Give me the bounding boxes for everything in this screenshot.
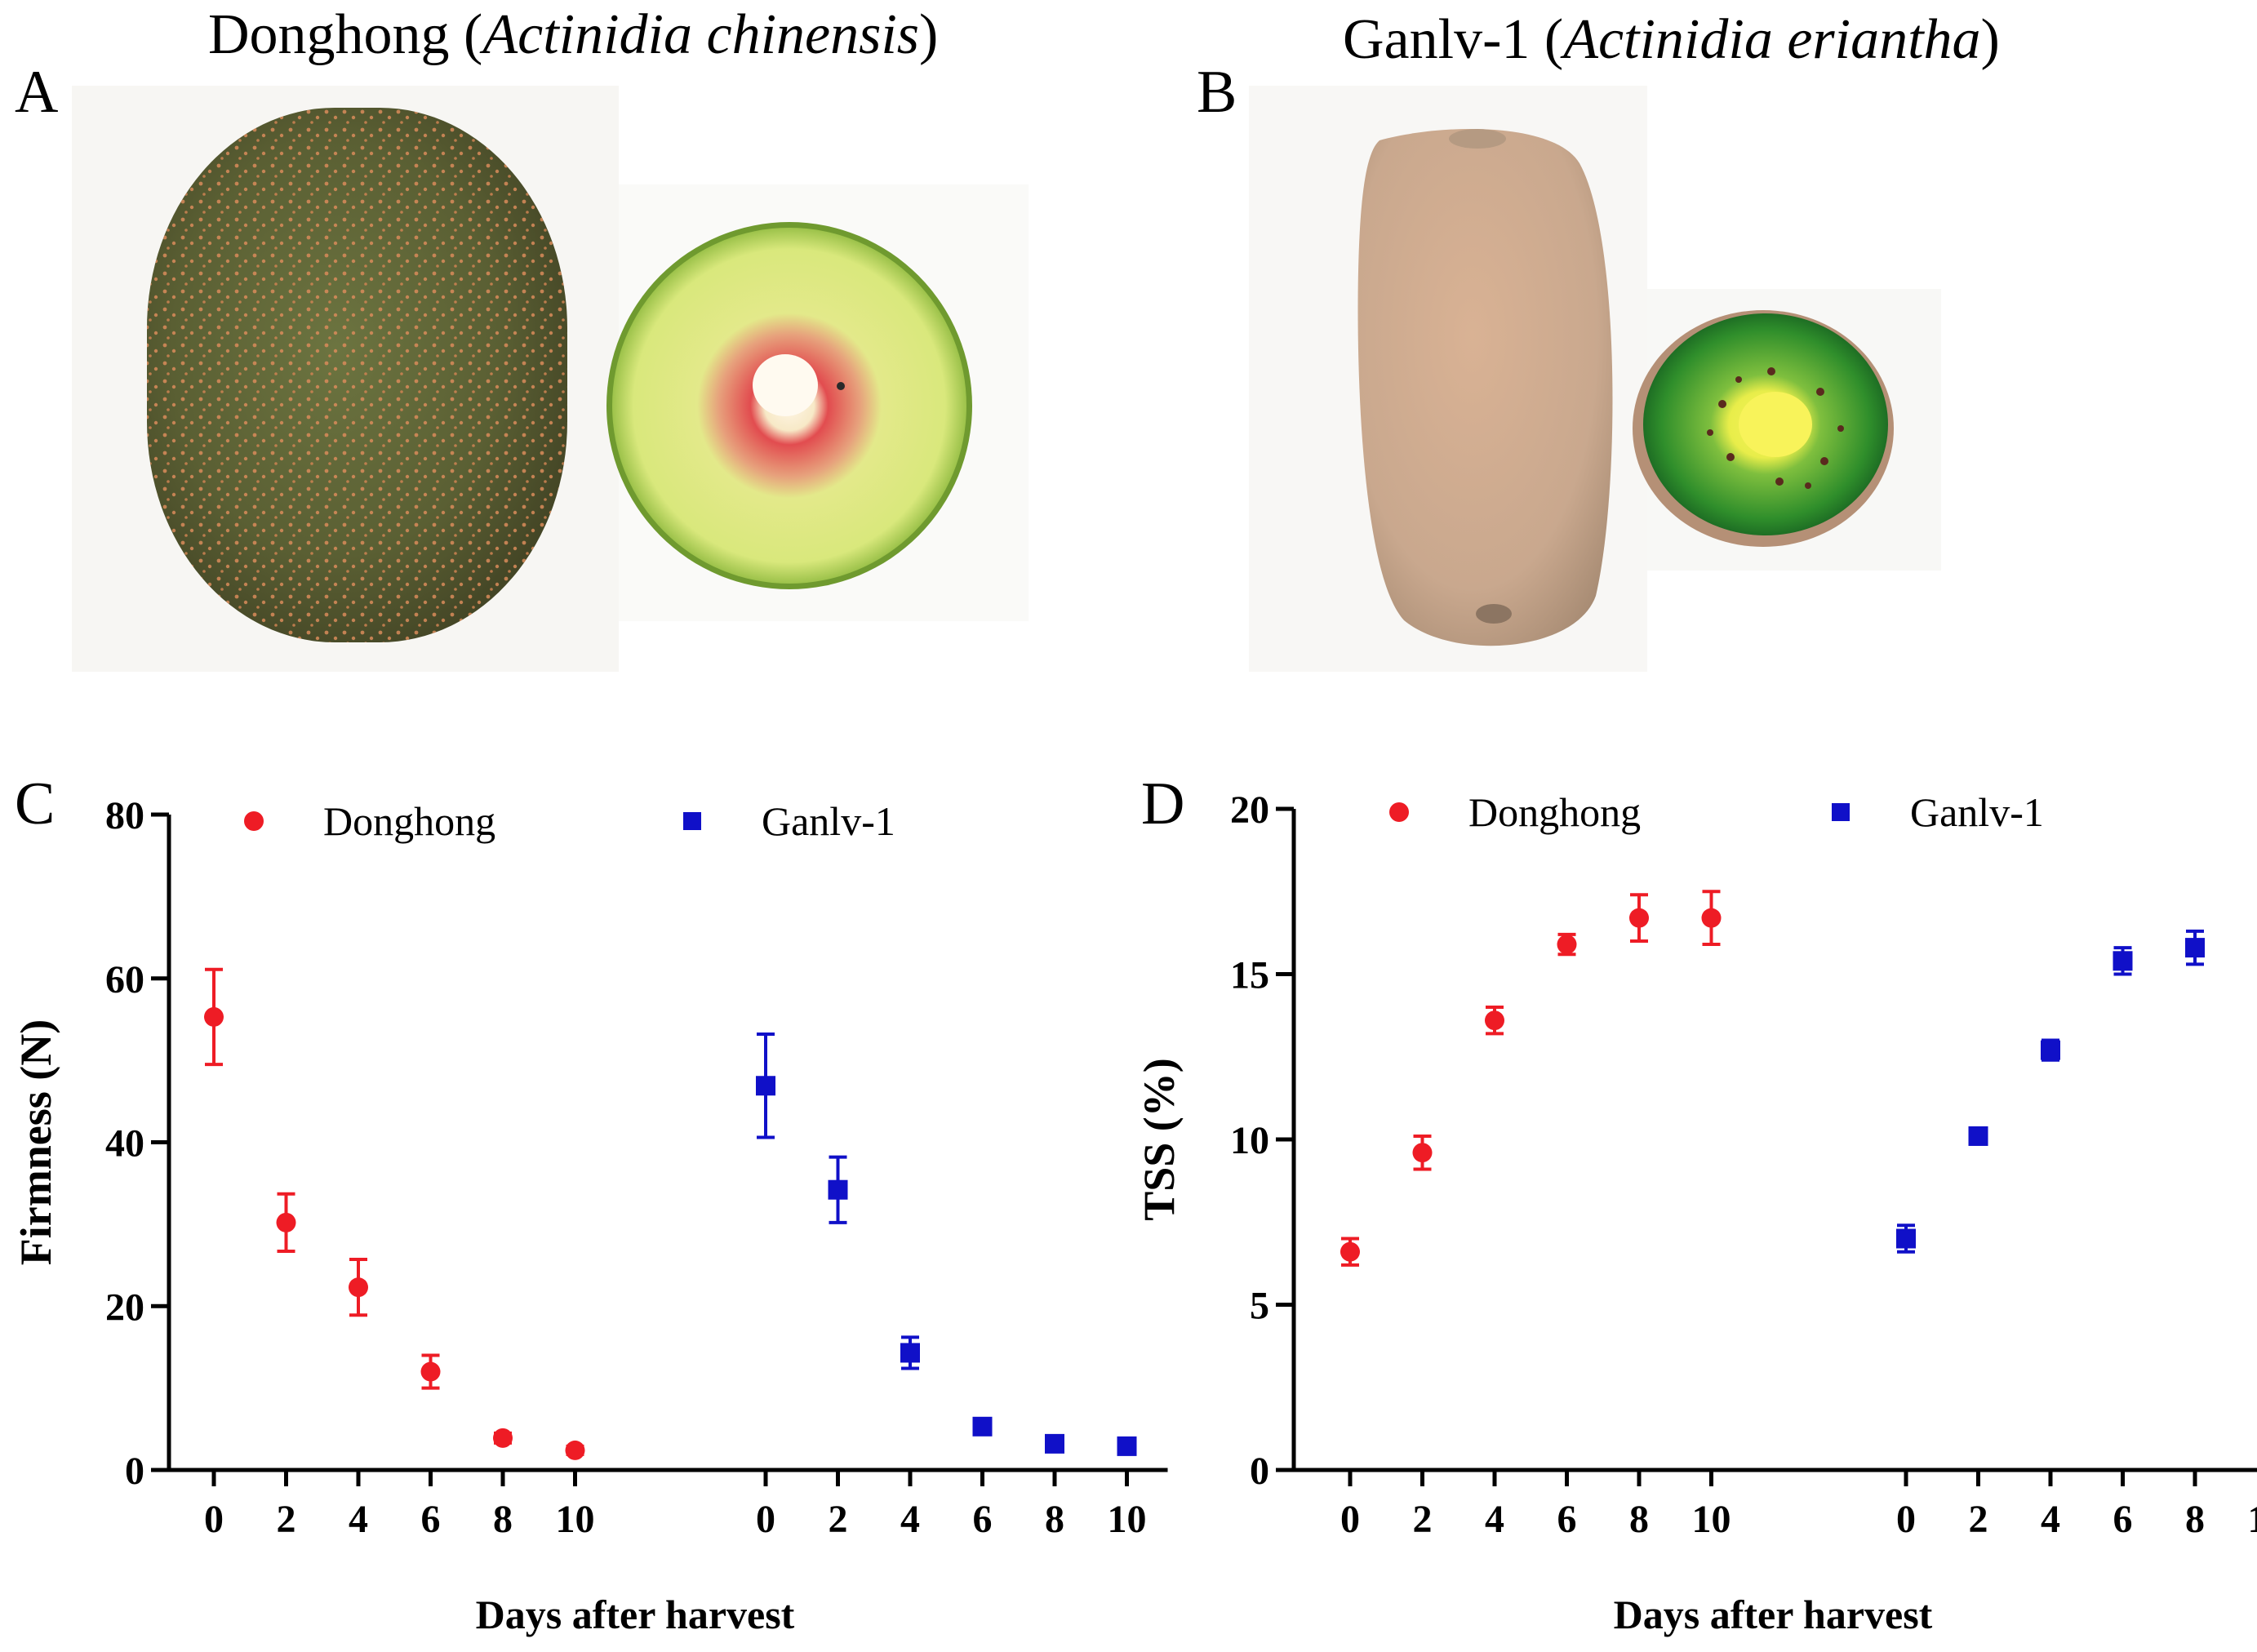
- data-point-ganlv-1: [900, 1343, 920, 1363]
- x-tick-label: 8: [2185, 1498, 2205, 1541]
- data-point-ganlv-1: [828, 1179, 848, 1200]
- data-point-donghong: [204, 1006, 224, 1027]
- y-tick-label: 80: [105, 794, 144, 837]
- photo-title-name: Ganlv-1 (: [1343, 8, 1564, 71]
- legend-label: Ganlv-1: [762, 798, 895, 844]
- data-point-ganlv-1: [756, 1076, 775, 1096]
- y-axis-label: Firmness (N): [11, 1019, 60, 1265]
- y-tick-label: 15: [1230, 954, 1269, 997]
- data-point-donghong: [1701, 908, 1722, 928]
- x-tick-label: 2: [277, 1498, 296, 1541]
- legend-label: Ganlv-1: [1910, 789, 2044, 835]
- y-tick-label: 60: [105, 958, 144, 1001]
- x-tick-label: 6: [421, 1498, 441, 1541]
- photo-title-species: Actinidia eriantha: [1563, 8, 1981, 71]
- data-point-donghong: [1412, 1143, 1433, 1163]
- data-point-donghong: [420, 1361, 441, 1382]
- x-tick-label: 4: [349, 1498, 368, 1541]
- x-tick-label: 2: [829, 1498, 848, 1541]
- photo-title-species: Actinidia chinensis: [482, 3, 920, 66]
- panel-letter-b: B: [1197, 59, 1237, 126]
- x-tick-label: 10: [1692, 1498, 1731, 1541]
- x-tick-label: 4: [1485, 1498, 1504, 1541]
- x-tick-label: 0: [204, 1498, 224, 1541]
- x-tick-label: 0: [756, 1498, 775, 1541]
- photo-donghong-whole: [147, 108, 567, 642]
- y-tick-label: 0: [125, 1450, 144, 1493]
- data-point-ganlv-1: [1045, 1433, 1064, 1454]
- x-tick-label: 4: [2041, 1498, 2060, 1541]
- data-point-donghong: [1629, 908, 1649, 928]
- data-point-donghong: [349, 1277, 368, 1298]
- data-point-donghong: [1340, 1241, 1360, 1262]
- x-tick-label: 4: [900, 1498, 920, 1541]
- photo-title-name: Donghong (: [208, 3, 483, 66]
- data-point-donghong: [276, 1212, 296, 1232]
- legend-label: Donghong: [323, 798, 495, 844]
- data-point-ganlv-1: [2113, 951, 2133, 971]
- y-tick-label: 10: [1230, 1119, 1269, 1162]
- y-tick-label: 5: [1250, 1285, 1269, 1328]
- x-axis-label: Days after harvest: [476, 1592, 795, 1637]
- data-point-ganlv-1: [1968, 1126, 1988, 1146]
- x-tick-label: 10: [1108, 1498, 1147, 1541]
- y-tick-label: 40: [105, 1122, 144, 1166]
- x-tick-label: 0: [1340, 1498, 1360, 1541]
- photo-title-close: ): [1980, 8, 2000, 71]
- data-point-ganlv-1: [1896, 1228, 1916, 1249]
- chart-c-firmness: 0 20 40 60 80 0 2 4 6 8 10 0 2 4 6 8 10 Days after harves…: [11, 794, 1168, 1637]
- x-tick-label: 2: [1969, 1498, 1988, 1541]
- x-tick-label: 6: [1557, 1498, 1577, 1541]
- data-point-donghong: [493, 1428, 513, 1448]
- legend-label: Donghong: [1468, 789, 1641, 835]
- x-tick-label: 6: [973, 1498, 993, 1541]
- data-point-ganlv-1: [972, 1416, 993, 1437]
- x-tick-label: 8: [1629, 1498, 1649, 1541]
- photo-donghong-section: [606, 222, 972, 589]
- chart-d-tss: 0 5 10 15 20 0 2 4 6 8 10 0 2 4 6 8 10 Days after harvest…: [1135, 788, 2257, 1637]
- y-tick-label: 20: [105, 1286, 144, 1329]
- data-point-donghong: [1485, 1010, 1504, 1031]
- legend-marker-ganlv-1: [683, 812, 701, 830]
- data-point-donghong: [1557, 935, 1577, 955]
- x-tick-label: 2: [1413, 1498, 1433, 1541]
- x-axis-label: Days after harvest: [1614, 1592, 1933, 1637]
- panel-letter-d: D: [1141, 770, 1185, 837]
- data-point-ganlv-1: [2041, 1040, 2060, 1060]
- legend-marker-donghong: [244, 811, 264, 831]
- panel-letter-c: C: [15, 770, 56, 837]
- x-tick-label: 0: [1896, 1498, 1916, 1541]
- photo-title-donghong: Donghong (Actinidia chinensis): [208, 7, 938, 64]
- data-point-ganlv-1: [1117, 1436, 1137, 1456]
- x-tick-label: 6: [2113, 1498, 2133, 1541]
- y-tick-label: 20: [1230, 788, 1269, 832]
- y-tick-label: 0: [1250, 1450, 1269, 1493]
- x-tick-label: 8: [493, 1498, 513, 1541]
- x-tick-label: 8: [1045, 1498, 1064, 1541]
- legend-marker-donghong: [1389, 802, 1409, 822]
- x-tick-label: 10: [2248, 1498, 2257, 1541]
- photo-title-ganlv: Ganlv-1 (Actinidia eriantha): [1343, 11, 2000, 69]
- y-axis-label: TSS (%): [1135, 1058, 1184, 1221]
- x-tick-label: 10: [556, 1498, 595, 1541]
- photo-title-close: ): [919, 3, 939, 66]
- panel-letter-a: A: [15, 59, 59, 126]
- legend-marker-ganlv-1: [1832, 803, 1850, 821]
- photo-ganlv-section: [1633, 310, 1894, 547]
- data-point-ganlv-1: [2185, 938, 2205, 958]
- data-point-donghong: [565, 1440, 585, 1460]
- photo-ganlv-whole: [1357, 128, 1613, 646]
